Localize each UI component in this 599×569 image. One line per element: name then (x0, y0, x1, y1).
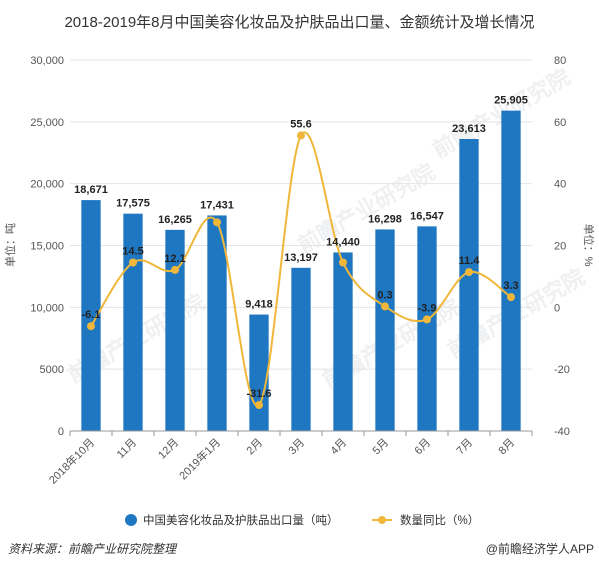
bar-value-label: 18,671 (74, 184, 108, 196)
line-value-label: -6.1 (82, 309, 101, 321)
bar (291, 267, 311, 431)
line-point (507, 293, 515, 302)
source-note: 资料来源：前瞻产业研究院整理 (8, 542, 178, 556)
y2-tick-label: 0 (554, 302, 560, 314)
y2-axis-label: 单位：% (582, 224, 596, 267)
bar-value-label: 13,197 (284, 252, 318, 264)
line-point (129, 258, 137, 267)
watermark-text: 前瞻产业研究院 (293, 159, 439, 258)
line-value-label: 0.3 (377, 289, 392, 301)
y-tick-label: 10,000 (30, 302, 64, 314)
chart-title: 2018-2019年8月中国美容化妆品及护肤品出口量、金额统计及增长情况 (64, 14, 534, 31)
x-tick-label: 4月 (329, 437, 350, 458)
y-tick-label: 5000 (40, 364, 64, 376)
bar (165, 229, 185, 431)
x-tick-label: 5月 (371, 437, 392, 458)
line-value-label: 11.4 (459, 255, 481, 267)
bar (375, 229, 395, 431)
x-tick-label: 8月 (497, 437, 518, 458)
bar-value-label: 9,418 (245, 299, 273, 311)
line-value-label: -3.9 (418, 302, 437, 314)
line-point (255, 401, 263, 410)
bar-value-label: 23,613 (452, 123, 486, 135)
x-tick-label: 2月 (245, 437, 266, 458)
line-point (339, 258, 347, 267)
line-series (87, 131, 515, 410)
y2-tick-label: 60 (554, 117, 566, 129)
legend: 中国美容化妆品及护肤品出口量（吨） 数量同比（%） (125, 513, 479, 527)
bar (417, 226, 437, 431)
x-tick-label: 3月 (287, 437, 308, 458)
bar-value-label: 16,547 (410, 210, 444, 222)
line-value-label: 3.3 (503, 280, 518, 292)
bar-value-label: 17,575 (116, 198, 150, 210)
legend-bar-label: 中国美容化妆品及护肤品出口量（吨） (143, 513, 339, 527)
bar-value-label: 25,905 (494, 95, 528, 107)
brand-label: @前瞻经济学人APP (486, 541, 594, 556)
legend-line-label: 数量同比（%） (400, 513, 479, 527)
bar-value-label: 16,265 (158, 214, 192, 226)
y2-tick-label: -40 (554, 426, 570, 438)
y-tick-label: 0 (58, 426, 64, 438)
bar (501, 110, 521, 431)
y-tick-label: 30,000 (30, 55, 64, 67)
x-tick-label: 2018年10月 (46, 435, 97, 486)
bar (249, 314, 269, 431)
x-tick-label: 7月 (455, 437, 476, 458)
x-tick-label: 6月 (413, 437, 434, 458)
line-point (297, 131, 305, 140)
line-point (381, 302, 389, 311)
x-tick-label: 11月 (115, 437, 139, 461)
line-value-label: 12.1 (164, 253, 185, 265)
line-value-label: 55.6 (290, 118, 311, 130)
bar-value-label: 16,298 (368, 213, 402, 225)
line-value-label: 14.5 (122, 246, 143, 258)
bar-series (81, 110, 521, 431)
watermark-text: 前瞻产业研究院 (428, 64, 574, 163)
y2-tick-label: 40 (554, 179, 566, 191)
line-value-label: -31.6 (246, 388, 271, 400)
bar (81, 200, 101, 431)
legend-line-point (378, 516, 386, 524)
line-point (213, 218, 221, 227)
bar (333, 252, 353, 431)
bar-value-label: 17,431 (200, 199, 234, 211)
x-tick-label: 12月 (156, 437, 181, 462)
bar (459, 138, 479, 431)
line-point (171, 265, 179, 274)
data-labels: 18,671 17,575 16,265 17,431 9,418 13,197 14,44… (74, 95, 528, 400)
y2-tick-label: 80 (554, 55, 566, 67)
legend-bar-marker (125, 514, 137, 526)
x-tick-label: 2019年1月 (176, 435, 223, 482)
bar (207, 215, 227, 431)
line-point (465, 268, 473, 277)
y2-tick-label: 20 (554, 241, 566, 253)
y-axis-label: 单位：吨 (3, 223, 17, 267)
bar-value-label: 14,440 (326, 236, 360, 248)
line-point (87, 322, 95, 331)
y-tick-label: 15,000 (30, 241, 64, 253)
y-tick-label: 25,000 (30, 117, 64, 129)
y-tick-label: 20,000 (30, 179, 64, 191)
y2-tick-label: -20 (554, 364, 570, 376)
line-point (423, 315, 431, 324)
